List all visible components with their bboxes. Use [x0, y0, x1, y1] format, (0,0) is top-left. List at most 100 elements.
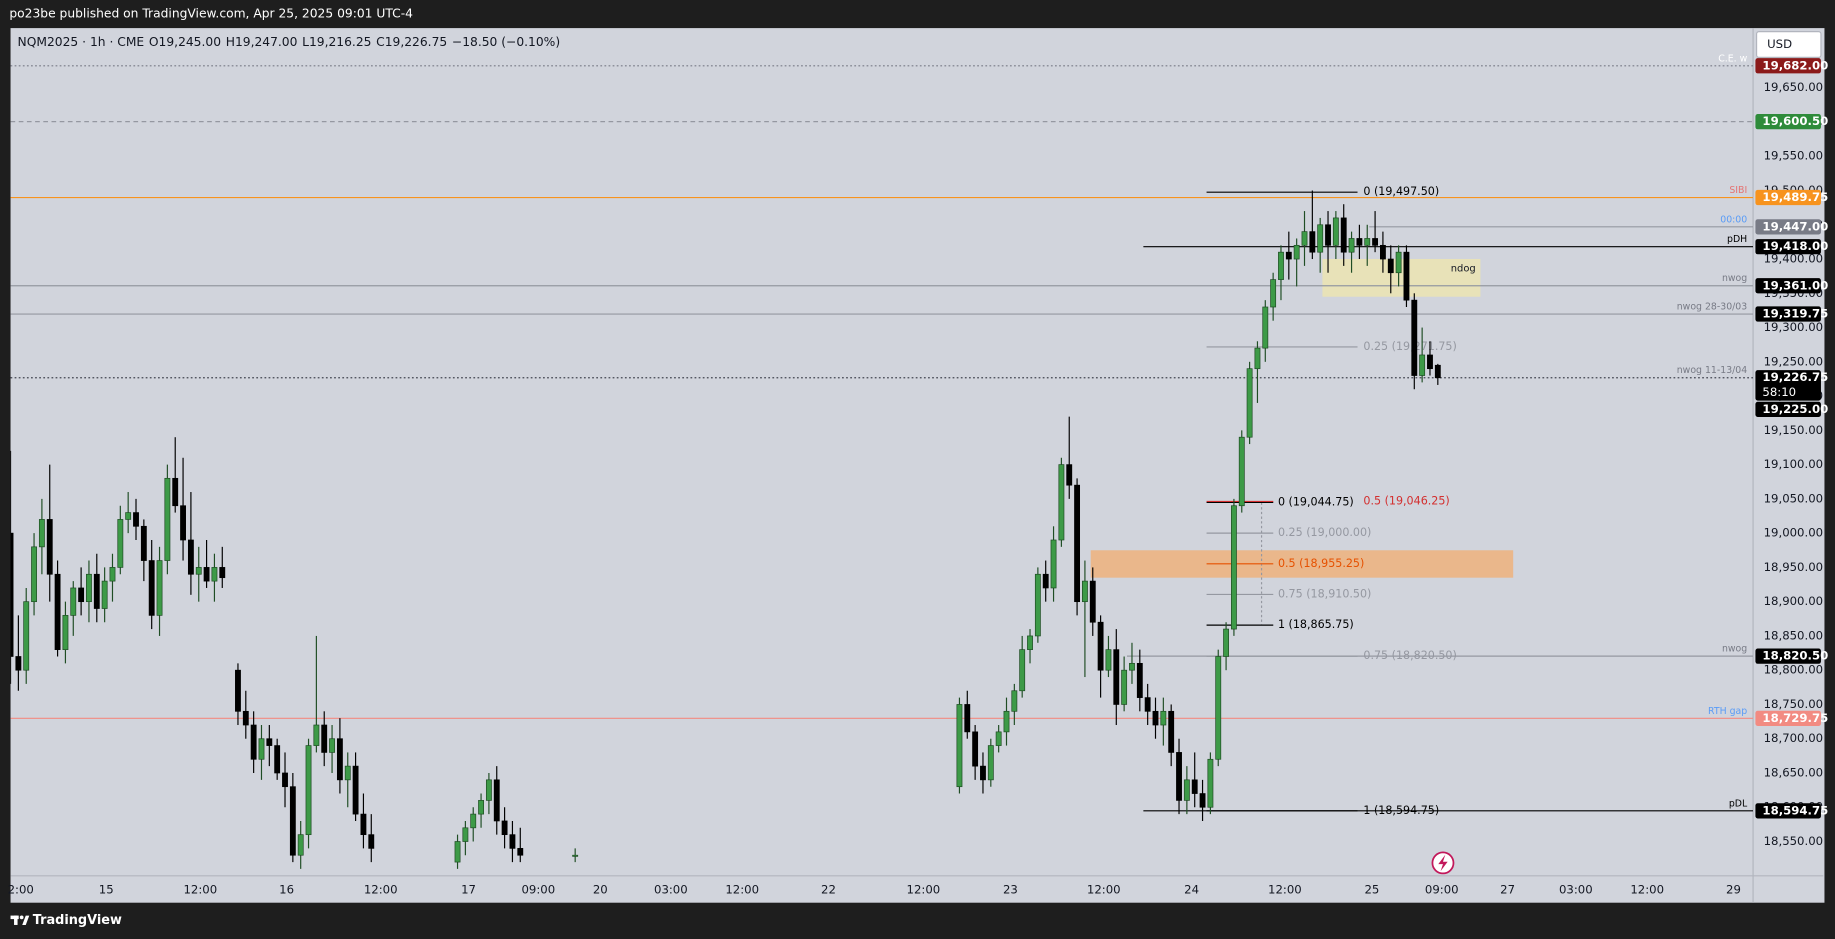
candle-body	[1168, 710, 1175, 753]
candle-body	[38, 519, 45, 548]
candle-body	[172, 477, 179, 507]
candle-body	[1215, 656, 1222, 760]
x-tick-label: 09:00	[1425, 882, 1459, 896]
price-tag	[1755, 401, 1821, 417]
candle-body	[321, 724, 328, 753]
price-tag-label: 19,489.75	[1762, 190, 1828, 204]
price-line-name: nwog	[1722, 273, 1747, 284]
y-tick-label: 19,100.00	[1764, 457, 1823, 471]
candle-body	[1176, 752, 1182, 801]
price-tag-label: 19,319.75	[1762, 307, 1828, 321]
fib-level-label: 0 (19,497.50)	[1363, 185, 1439, 198]
candle-body	[93, 573, 100, 609]
candle-body	[180, 505, 186, 541]
candle-body	[266, 738, 273, 746]
price-line-name: RTH gap	[1708, 706, 1747, 717]
candle-body	[485, 779, 492, 801]
candle-body	[493, 779, 500, 822]
y-tick-label: 18,750.00	[1764, 697, 1823, 711]
candle-body	[1121, 669, 1128, 705]
candle-body	[274, 745, 281, 774]
alert-icon[interactable]	[1431, 851, 1455, 875]
candle-body	[1372, 238, 1379, 246]
price-tag	[1755, 710, 1821, 726]
currency-button[interactable]	[1756, 31, 1822, 58]
x-tick-label: 12:00	[1087, 882, 1121, 896]
x-tick-label: 22	[821, 882, 836, 896]
candle-body	[1309, 231, 1316, 253]
candle-body	[109, 567, 116, 582]
candle-body	[329, 738, 335, 753]
candle-body	[987, 745, 994, 781]
plot-area: ndog C.E. w SIBI 00:00 pDH nwog nwog 28-30/03 n…	[10, 53, 1754, 869]
candle-body	[1223, 628, 1230, 657]
candle-body	[297, 834, 304, 856]
candle-body	[517, 848, 524, 856]
price-tag-label: 19,226.75	[1762, 370, 1828, 384]
y-tick-label: 19,150.00	[1764, 423, 1823, 437]
x-tick-label: 16	[279, 882, 294, 896]
price-tag-label: 19,600.50	[1762, 114, 1828, 128]
candle-body	[1395, 251, 1402, 274]
price-tag	[1755, 803, 1821, 819]
candle-body	[1081, 580, 1088, 603]
candle-body	[1066, 464, 1073, 486]
candle-body	[46, 519, 53, 575]
symbol: NQM2025 · 1h · CME	[18, 35, 145, 49]
close-stat: C19,226.75	[376, 35, 447, 49]
x-tick-label: 23	[1003, 882, 1018, 896]
x-tick-label: 03:00	[1559, 882, 1593, 896]
candle-body	[1034, 573, 1041, 637]
candle-body	[70, 587, 77, 616]
x-tick-label: 15	[99, 882, 114, 896]
candle-body	[164, 477, 171, 561]
x-tick-label: 29	[1726, 882, 1741, 896]
fib-level-label: 0 (19,044.75)	[1278, 495, 1354, 508]
plot-background	[10, 28, 1825, 903]
price-tag	[1755, 219, 1821, 235]
candle-body	[86, 573, 92, 603]
x-tick-label: 12:00	[1268, 882, 1302, 896]
candle-body	[258, 738, 265, 760]
candle-body	[1019, 649, 1026, 692]
candle-body	[956, 704, 963, 788]
candle-body	[470, 813, 477, 829]
currency-label[interactable]: USD	[1767, 37, 1792, 51]
price-line-name: 00:00	[1720, 214, 1747, 225]
candle-body	[1207, 758, 1214, 808]
y-tick-label: 18,700.00	[1764, 731, 1823, 745]
candle-body	[235, 669, 241, 712]
candle-body	[1419, 354, 1426, 376]
countdown: 58:10	[1762, 385, 1796, 399]
y-tick-label: 18,650.00	[1764, 765, 1823, 779]
candle-body	[148, 560, 155, 616]
price-tag-label: 19,418.00	[1762, 239, 1828, 253]
candle-body	[1356, 238, 1363, 246]
candle-body	[78, 587, 85, 603]
candle-body	[156, 560, 163, 616]
candle-body	[1340, 217, 1347, 253]
candle-body	[62, 615, 69, 650]
x-tick-label: 12:00	[1630, 882, 1664, 896]
candle-body	[1136, 662, 1143, 698]
candle-body	[1058, 464, 1065, 541]
candle-body	[1050, 539, 1057, 589]
candle-body	[1427, 354, 1433, 370]
x-tick-label: 09:00	[521, 882, 555, 896]
candle-body	[1003, 710, 1010, 733]
candle-body	[478, 800, 484, 815]
price-line-name: nwog	[1722, 644, 1747, 655]
candle-body	[344, 765, 351, 781]
candle-body	[1089, 580, 1096, 623]
candle-body	[1191, 779, 1198, 794]
candle-body	[1332, 217, 1339, 246]
open-stat: O19,245.00	[149, 35, 221, 49]
candle-body	[454, 841, 461, 863]
price-tag-label: 19,225.00	[1762, 402, 1828, 416]
candle-body	[964, 704, 971, 733]
candle-body	[1301, 231, 1308, 246]
candle-body	[31, 546, 37, 603]
candle-body	[219, 567, 226, 579]
